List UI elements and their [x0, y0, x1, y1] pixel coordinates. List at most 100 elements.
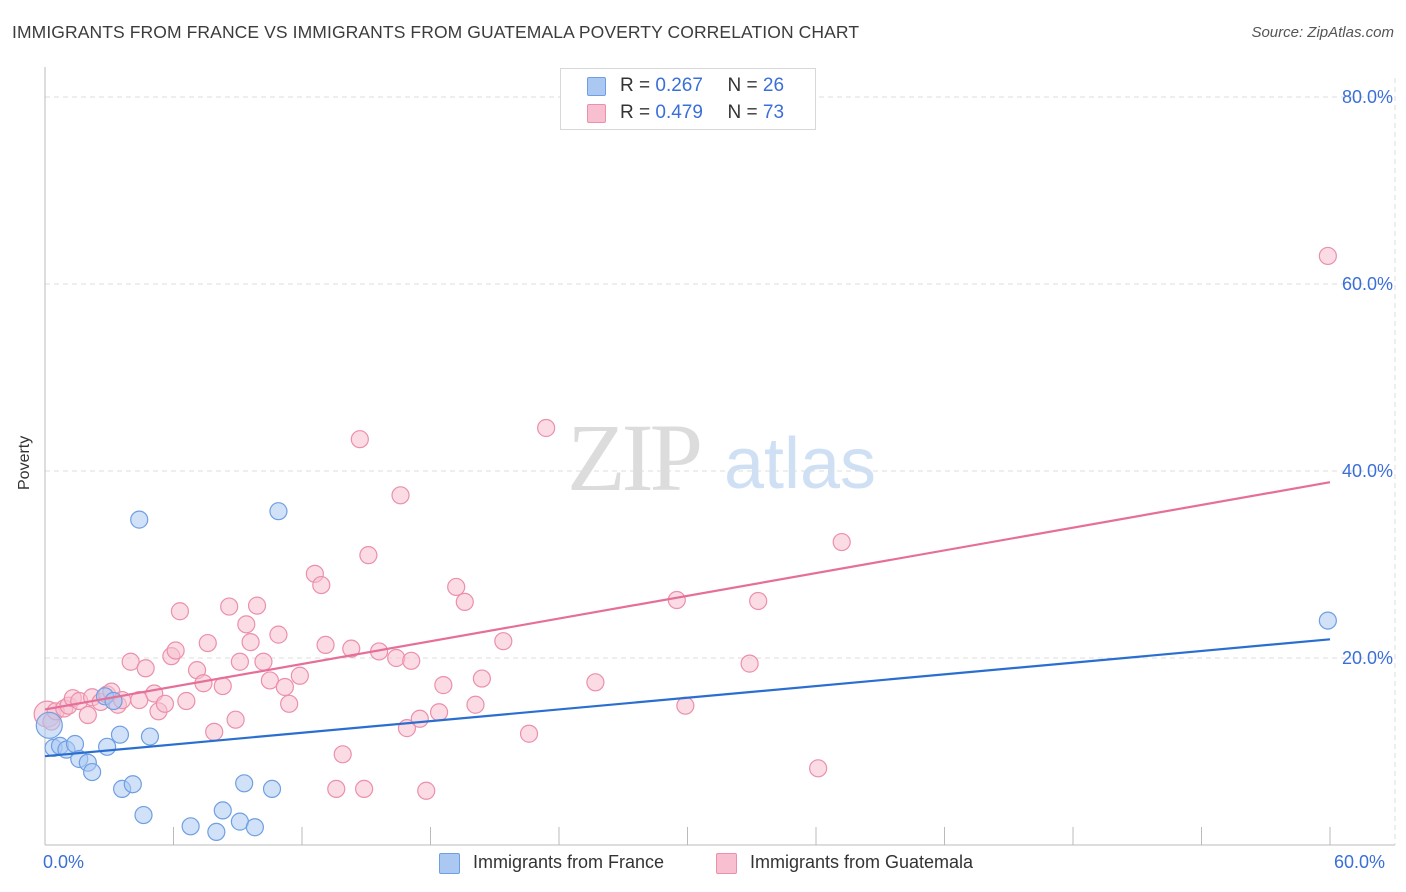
guatemala-r-label: R = [620, 102, 651, 123]
france-n-value: 26 [762, 75, 785, 96]
y-tick-label-80: 80.0% [1342, 87, 1393, 107]
france-swatch [587, 77, 606, 96]
france-trend-line [44, 638, 1331, 758]
guatemala-point-56 [417, 781, 436, 800]
guatemala-point-40 [290, 666, 309, 685]
guatemala-point-33 [241, 633, 260, 652]
correlation-legend: R = 0.267 N = 26 R = 0.479 N = 73 [560, 68, 816, 130]
guatemala-trend-line [44, 481, 1331, 711]
guatemala-point-27 [205, 722, 224, 741]
legend-france-text: R = 0.267 N = 26 [620, 75, 784, 97]
guatemala-point-43 [316, 635, 335, 655]
guatemala-point-59 [447, 577, 466, 597]
guatemala-point-35 [254, 652, 273, 671]
guatemala-point-14 [121, 652, 140, 671]
guatemala-n-value: 73 [762, 102, 785, 123]
y-tick-label-60: 60.0% [1342, 274, 1393, 294]
france-point-11 [110, 725, 130, 744]
guatemala-point-71 [809, 759, 828, 778]
guatemala-point-65 [537, 418, 556, 438]
guatemala-point-29 [220, 597, 239, 616]
guatemala-point-48 [355, 779, 374, 799]
grid-lines [45, 78, 1396, 845]
france-point-22 [245, 818, 264, 837]
france-n-label: N = [727, 75, 758, 96]
guatemala-point-72 [832, 532, 851, 552]
france-point-7 [83, 762, 102, 782]
axes [44, 67, 1395, 846]
y-tick-label-20: 20.0% [1342, 648, 1393, 668]
guatemala-point-15 [130, 690, 149, 710]
guatemala-point-61 [466, 695, 485, 714]
guatemala-point-19 [155, 694, 175, 713]
guatemala-point-44 [327, 779, 346, 799]
guatemala-point-21 [166, 641, 185, 660]
france-point-4 [65, 734, 85, 754]
guatemala-point-64 [519, 724, 539, 743]
series-guatemala-points [33, 246, 1337, 800]
guatemala-point-55 [410, 709, 429, 728]
guatemala-point-45 [333, 745, 352, 764]
chart-title: IMMIGRANTS FROM FRANCE VS IMMIGRANTS FRO… [12, 22, 860, 42]
guatemala-point-46 [342, 639, 361, 658]
guatemala-point-54 [402, 651, 421, 670]
series-france-points [35, 502, 1337, 842]
guatemala-point-49 [359, 546, 378, 565]
guatemala-point-70 [749, 591, 768, 611]
guatemala-point-39 [280, 694, 299, 713]
france-legend-swatch [439, 853, 460, 874]
guatemala-legend-swatch [716, 853, 737, 874]
guatemala-point-31 [230, 652, 249, 671]
france-point-18 [207, 822, 226, 842]
guatemala-point-73 [1318, 246, 1337, 266]
trend-lines [44, 481, 1331, 758]
guatemala-point-60 [455, 592, 474, 612]
guatemala-point-32 [237, 615, 256, 634]
france-r-label: R = [620, 75, 651, 96]
guatemala-point-66 [586, 673, 605, 692]
france-point-15 [134, 805, 153, 825]
guatemala-point-47 [350, 430, 369, 449]
guatemala-n-label: N = [727, 102, 758, 123]
france-point-21 [235, 774, 254, 793]
guatemala-point-37 [269, 625, 288, 644]
france-point-23 [262, 779, 282, 799]
france-point-14 [130, 510, 149, 529]
legend-guatemala-text: R = 0.479 N = 73 [620, 102, 784, 124]
guatemala-point-67 [667, 590, 686, 610]
guatemala-point-51 [387, 648, 406, 668]
guatemala-swatch [587, 104, 606, 123]
guatemala-point-26 [198, 633, 217, 653]
watermark-atlas: atlas [724, 424, 876, 504]
guatemala-point-42 [312, 575, 331, 595]
guatemala-point-34 [247, 596, 267, 615]
guatemala-point-30 [226, 710, 245, 729]
guatemala-point-62 [472, 669, 491, 688]
france-point-9 [98, 737, 117, 756]
guatemala-point-36 [260, 671, 279, 690]
france-point-19 [213, 801, 232, 820]
france-point-10 [104, 691, 123, 711]
guatemala-point-22 [170, 602, 190, 621]
guatemala-point-69 [740, 654, 759, 673]
france-point-24 [269, 502, 288, 521]
guatemala-point-63 [494, 632, 513, 651]
guatemala-point-16 [136, 659, 155, 678]
y-tick-labels: 20.0% 40.0% 60.0% 80.0% [1342, 87, 1393, 668]
guatemala-point-57 [429, 703, 449, 722]
france-legend-label: Immigrants from France [473, 852, 665, 872]
guatemala-point-23 [177, 691, 196, 711]
x-tick-label-max: 60.0% [1334, 852, 1386, 872]
y-tick-label-40: 40.0% [1342, 461, 1393, 481]
guatemala-point-68 [676, 696, 695, 715]
watermark-zip: ZIP [567, 404, 700, 511]
guatemala-point-52 [391, 486, 410, 505]
guatemala-r-value: 0.479 [655, 102, 703, 123]
france-point-17 [181, 817, 200, 836]
guatemala-legend-label: Immigrants from Guatemala [750, 852, 974, 872]
france-r-value: 0.267 [655, 75, 703, 96]
france-point-25 [1318, 611, 1337, 630]
france-point-16 [140, 727, 160, 746]
france-point-0 [35, 711, 63, 739]
